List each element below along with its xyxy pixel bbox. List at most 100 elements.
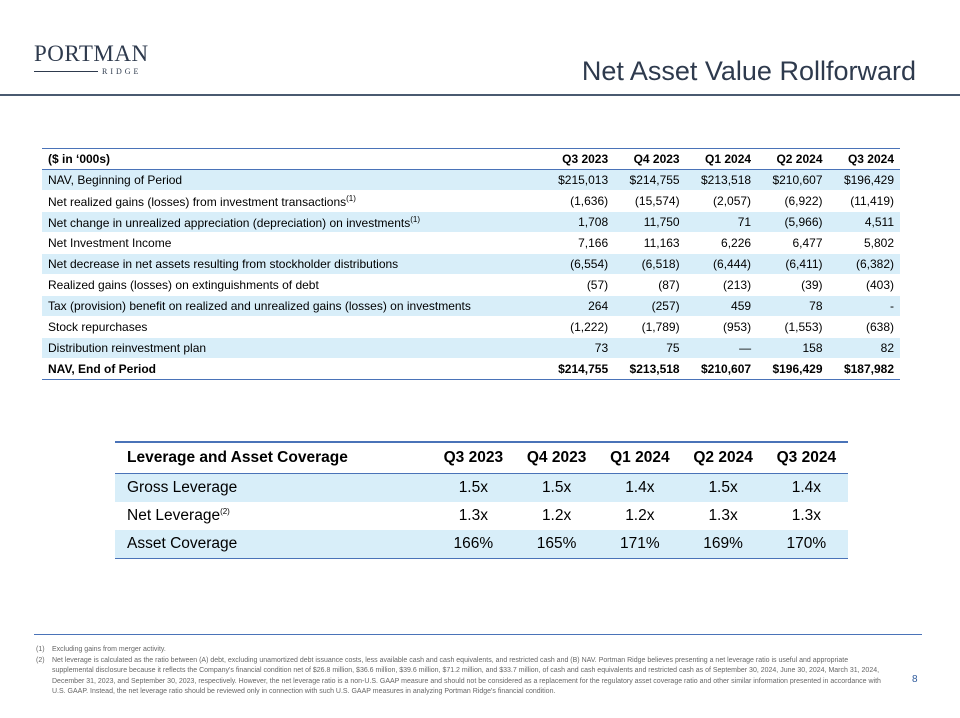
- footnote-divider: [34, 634, 922, 635]
- table-row: Net Investment Income 7,166 11,163 6,226 6,4…: [42, 233, 900, 254]
- cell-value: $196,429: [828, 169, 900, 191]
- column-header: Q4 2023: [614, 148, 686, 170]
- column-header: Q3 2023: [431, 441, 515, 474]
- table-row: Tax (provision) benefit on realized and …: [42, 295, 900, 317]
- row-label-text: NAV, Beginning of Period: [48, 173, 183, 187]
- row-label-text: Net decrease in net assets resulting fro…: [48, 257, 399, 271]
- row-label: NAV, End of Period: [42, 358, 543, 380]
- table-row: Gross Leverage 1.5x 1.5x 1.4x 1.5x 1.4x: [115, 473, 848, 502]
- table-label-header: ($ in ‘000s): [42, 148, 543, 170]
- cell-value: 1.2x: [625, 507, 655, 524]
- cell-value: (57): [586, 278, 609, 292]
- cell-value: $214,755: [614, 169, 686, 191]
- row-label: Realized gains (losses) on extinguishmen…: [42, 275, 543, 296]
- cell-value: (1,789): [641, 320, 680, 334]
- table-row: Stock repurchases (1,222) (1,789) (953) (1,5…: [42, 317, 900, 338]
- table-row: Net realized gains (losses) from investm…: [42, 191, 900, 212]
- column-header: Q3 2023: [542, 148, 615, 170]
- cell-value: 264: [542, 295, 615, 317]
- row-label-text: Net change in unrealized appreciation (d…: [48, 215, 411, 230]
- cell-value: -: [828, 295, 900, 317]
- cell-value: 7,166: [578, 236, 609, 250]
- cell-value: $213,518: [614, 358, 686, 380]
- cell-value: (87): [658, 278, 680, 292]
- cell-value: —: [685, 337, 758, 359]
- cell-value: 166%: [431, 530, 515, 559]
- row-label-text: Gross Leverage: [127, 479, 238, 496]
- cell-value: (11,419): [850, 194, 894, 208]
- table-row: Net Leverage(2) 1.3x 1.2x 1.2x 1.3x 1.3x: [115, 502, 848, 530]
- page-title: Net Asset Value Rollforward: [581, 56, 916, 86]
- row-label-text: Tax (provision) benefit on realized and …: [48, 299, 471, 313]
- cell-value: 1.4x: [598, 473, 682, 502]
- footnote-text: Net leverage is calculated as the ratio …: [52, 656, 881, 696]
- row-label-text: NAV, End of Period: [48, 362, 157, 376]
- footnote-text: Excluding gains from merger activity.: [52, 646, 166, 653]
- row-label-text: Net realized gains (losses) from investm…: [48, 194, 347, 209]
- cell-value: (6,518): [614, 253, 686, 275]
- row-label-text: Net Leverage: [127, 507, 221, 525]
- portman-ridge-logo: PORTMAN RIDGE: [34, 42, 150, 76]
- table-row: NAV, End of Period $214,755 $213,518 $210,6…: [42, 358, 900, 380]
- row-label: Net change in unrealized appreciation (d…: [42, 211, 543, 233]
- cell-value: (403): [865, 278, 894, 292]
- cell-value: $187,982: [828, 358, 900, 380]
- row-label-text: Net Investment Income: [48, 236, 172, 250]
- column-header: Q3 2024: [828, 148, 900, 170]
- cell-value: 1,708: [542, 211, 615, 233]
- row-label: Tax (provision) benefit on realized and …: [42, 295, 543, 317]
- cell-value: 6,226: [721, 236, 752, 250]
- column-header: Q1 2024: [685, 148, 758, 170]
- table-row: Net decrease in net assets resulting fro…: [42, 253, 900, 275]
- cell-value: 1.4x: [764, 473, 848, 502]
- cell-value: (638): [865, 320, 894, 334]
- cell-value: 71: [685, 211, 758, 233]
- cell-value: (6,411): [757, 253, 829, 275]
- cell-value: 1.3x: [458, 507, 488, 524]
- row-label-text: Distribution reinvestment plan: [48, 341, 207, 355]
- row-label: Net realized gains (losses) from investm…: [42, 191, 543, 212]
- leverage-table: Leverage and Asset Coverage Q3 2023 Q4 202…: [115, 441, 848, 559]
- row-label: Gross Leverage: [115, 473, 432, 502]
- cell-value: 1.5x: [681, 473, 765, 502]
- cell-value: 459: [685, 295, 758, 317]
- footnote-number: (1): [36, 646, 45, 653]
- cell-value: 82: [828, 337, 900, 359]
- row-label: Net Leverage(2): [115, 502, 432, 530]
- cell-value: 4,511: [828, 211, 900, 233]
- row-label-text: Stock repurchases: [48, 320, 148, 334]
- cell-value: $215,013: [542, 169, 615, 191]
- column-header: Q2 2024: [681, 441, 765, 474]
- logo-main: PORTMAN: [34, 41, 149, 66]
- row-label: Asset Coverage: [115, 530, 432, 559]
- cell-value: 1.5x: [514, 473, 599, 502]
- cell-value: $210,607: [757, 169, 829, 191]
- cell-value: (2,057): [713, 194, 752, 208]
- column-header: Q3 2024: [764, 441, 848, 474]
- row-label-text: Asset Coverage: [127, 535, 238, 552]
- footnote-ref: (1): [346, 193, 356, 203]
- cell-value: 11,163: [643, 236, 680, 250]
- cell-value: (213): [723, 278, 752, 292]
- cell-value: (15,574): [634, 194, 680, 208]
- table-row: Distribution reinvestment plan 73 75—158 82: [42, 337, 900, 359]
- footnote: (2) Net leverage is calculated as the rat…: [36, 656, 886, 698]
- cell-value: (1,636): [570, 194, 609, 208]
- cell-value: $196,429: [757, 358, 829, 380]
- row-label-text: Realized gains (losses) on extinguishmen…: [48, 278, 319, 292]
- cell-value: 158: [757, 337, 829, 359]
- column-header: Q2 2024: [757, 148, 829, 170]
- cell-value: 11,750: [614, 211, 686, 233]
- row-label: Distribution reinvestment plan: [42, 337, 543, 359]
- cell-value: (257): [614, 295, 686, 317]
- cell-value: (6,554): [542, 253, 615, 275]
- cell-value: $210,607: [685, 358, 758, 380]
- cell-value: 170%: [764, 530, 848, 559]
- cell-value: 165%: [514, 530, 599, 559]
- cell-value: (6,444): [685, 253, 758, 275]
- cell-value: 78: [757, 295, 829, 317]
- table-row: NAV, Beginning of Period $215,013 $214,755…: [42, 169, 900, 191]
- column-header: Q4 2023: [514, 441, 599, 474]
- row-label: NAV, Beginning of Period: [42, 169, 543, 191]
- row-label: Stock repurchases: [42, 317, 543, 338]
